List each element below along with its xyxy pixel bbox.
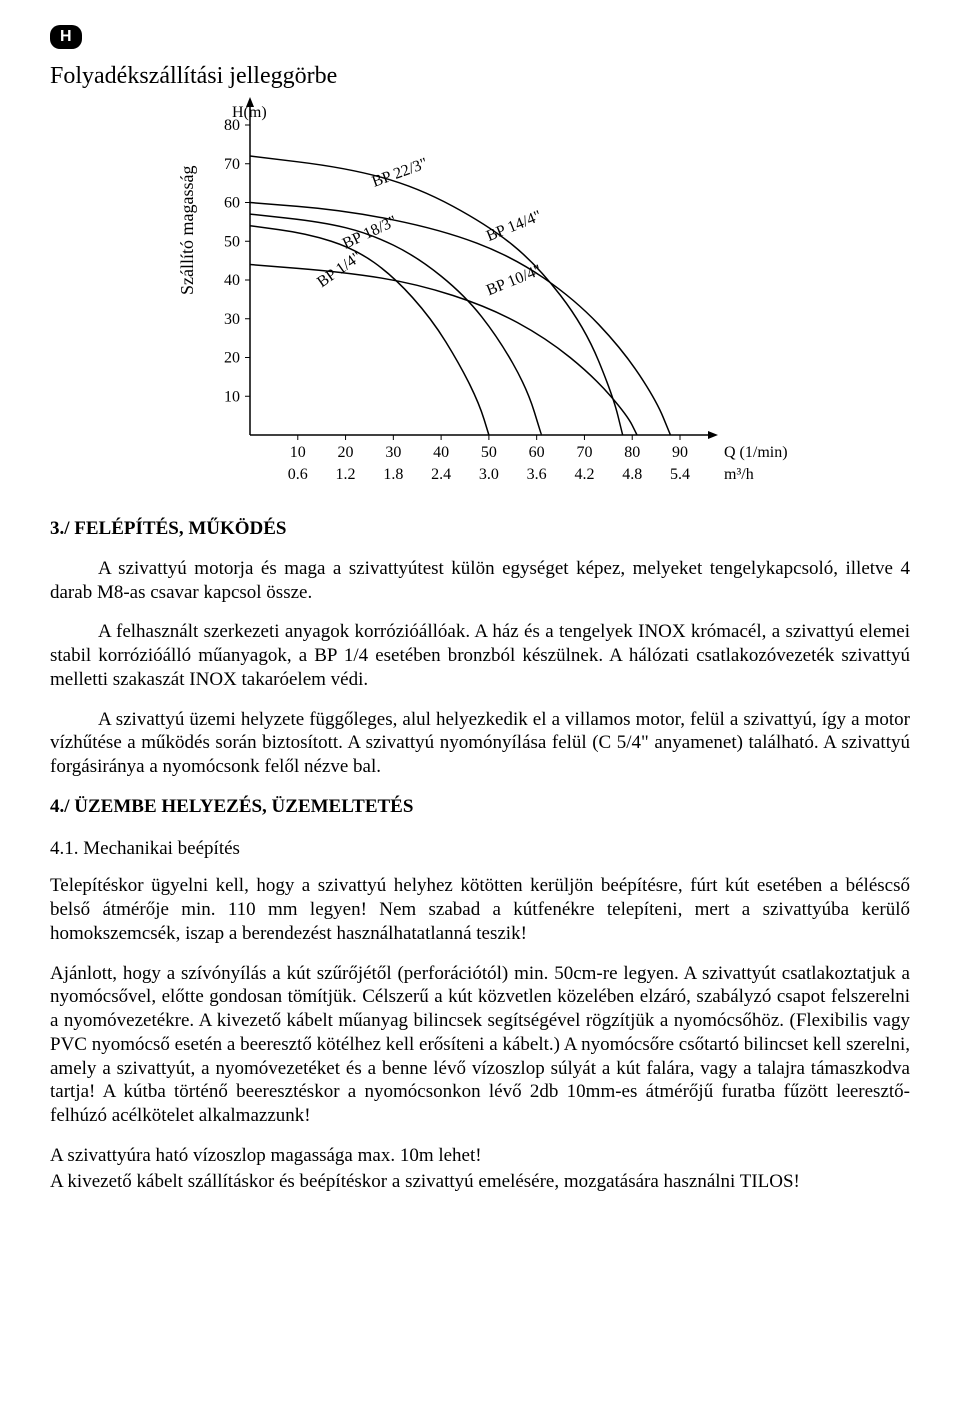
performance-chart: Szállító magasság H(m)102030405060708010… <box>50 95 910 505</box>
svg-text:20: 20 <box>224 350 240 367</box>
chart-svg: H(m)1020304050607080100.6201.2301.8402.4… <box>50 95 790 505</box>
section-3-para-1: A szivattyú motorja és maga a szivattyút… <box>50 557 910 605</box>
svg-text:4.8: 4.8 <box>622 466 642 483</box>
svg-text:1.8: 1.8 <box>383 466 403 483</box>
section-4-1-subheading: 4.1. Mechanikai beépítés <box>50 837 910 861</box>
svg-text:60: 60 <box>529 444 545 461</box>
svg-text:3.6: 3.6 <box>527 466 547 483</box>
section-4-para-3: A szivattyúra ható vízoszlop magassága m… <box>50 1144 910 1168</box>
svg-text:20: 20 <box>338 444 354 461</box>
svg-text:10: 10 <box>224 388 240 405</box>
svg-text:Q (1/min): Q (1/min) <box>724 444 788 461</box>
svg-text:30: 30 <box>385 444 401 461</box>
section-3-para-2: A felhasznált szerkezeti anyagok korrózi… <box>50 620 910 691</box>
svg-text:BP 1/4": BP 1/4" <box>314 248 365 291</box>
svg-text:BP 22/3": BP 22/3" <box>370 155 430 191</box>
svg-text:0.6: 0.6 <box>288 466 308 483</box>
section-3-para-3: A szivattyú üzemi helyzete függőleges, a… <box>50 708 910 779</box>
svg-text:2.4: 2.4 <box>431 466 451 483</box>
svg-text:50: 50 <box>224 233 240 250</box>
svg-text:80: 80 <box>624 444 640 461</box>
section-3-heading: 3./ FELÉPÍTÉS, MŰKÖDÉS <box>50 517 910 541</box>
svg-text:10: 10 <box>290 444 306 461</box>
svg-text:70: 70 <box>576 444 592 461</box>
page-badge: H <box>50 25 82 49</box>
svg-text:80: 80 <box>224 117 240 134</box>
svg-text:50: 50 <box>481 444 497 461</box>
svg-text:40: 40 <box>433 444 449 461</box>
svg-text:30: 30 <box>224 311 240 328</box>
svg-text:4.2: 4.2 <box>574 466 594 483</box>
chart-title: Folyadékszállítási jelleggörbe <box>50 61 910 91</box>
svg-text:90: 90 <box>672 444 688 461</box>
section-4-heading: 4./ ÜZEMBE HELYEZÉS, ÜZEMELTETÉS <box>50 795 910 819</box>
svg-text:BP 10/4": BP 10/4" <box>484 262 544 299</box>
section-4-para-4: A kivezető kábelt szállításkor és beépít… <box>50 1170 910 1194</box>
svg-text:5.4: 5.4 <box>670 466 690 483</box>
svg-text:1.2: 1.2 <box>336 466 356 483</box>
svg-text:70: 70 <box>224 156 240 173</box>
svg-text:40: 40 <box>224 272 240 289</box>
section-4-para-1: Telepítéskor ügyelni kell, hogy a szivat… <box>50 874 910 945</box>
svg-text:BP 14/4": BP 14/4" <box>484 207 544 244</box>
section-4-para-2: Ajánlott, hogy a szívónyílás a kút szűrő… <box>50 962 910 1128</box>
y-axis-rotated-label: Szállító magasság <box>176 166 199 295</box>
svg-text:m³/h: m³/h <box>724 466 754 483</box>
svg-text:3.0: 3.0 <box>479 466 499 483</box>
svg-text:60: 60 <box>224 195 240 212</box>
